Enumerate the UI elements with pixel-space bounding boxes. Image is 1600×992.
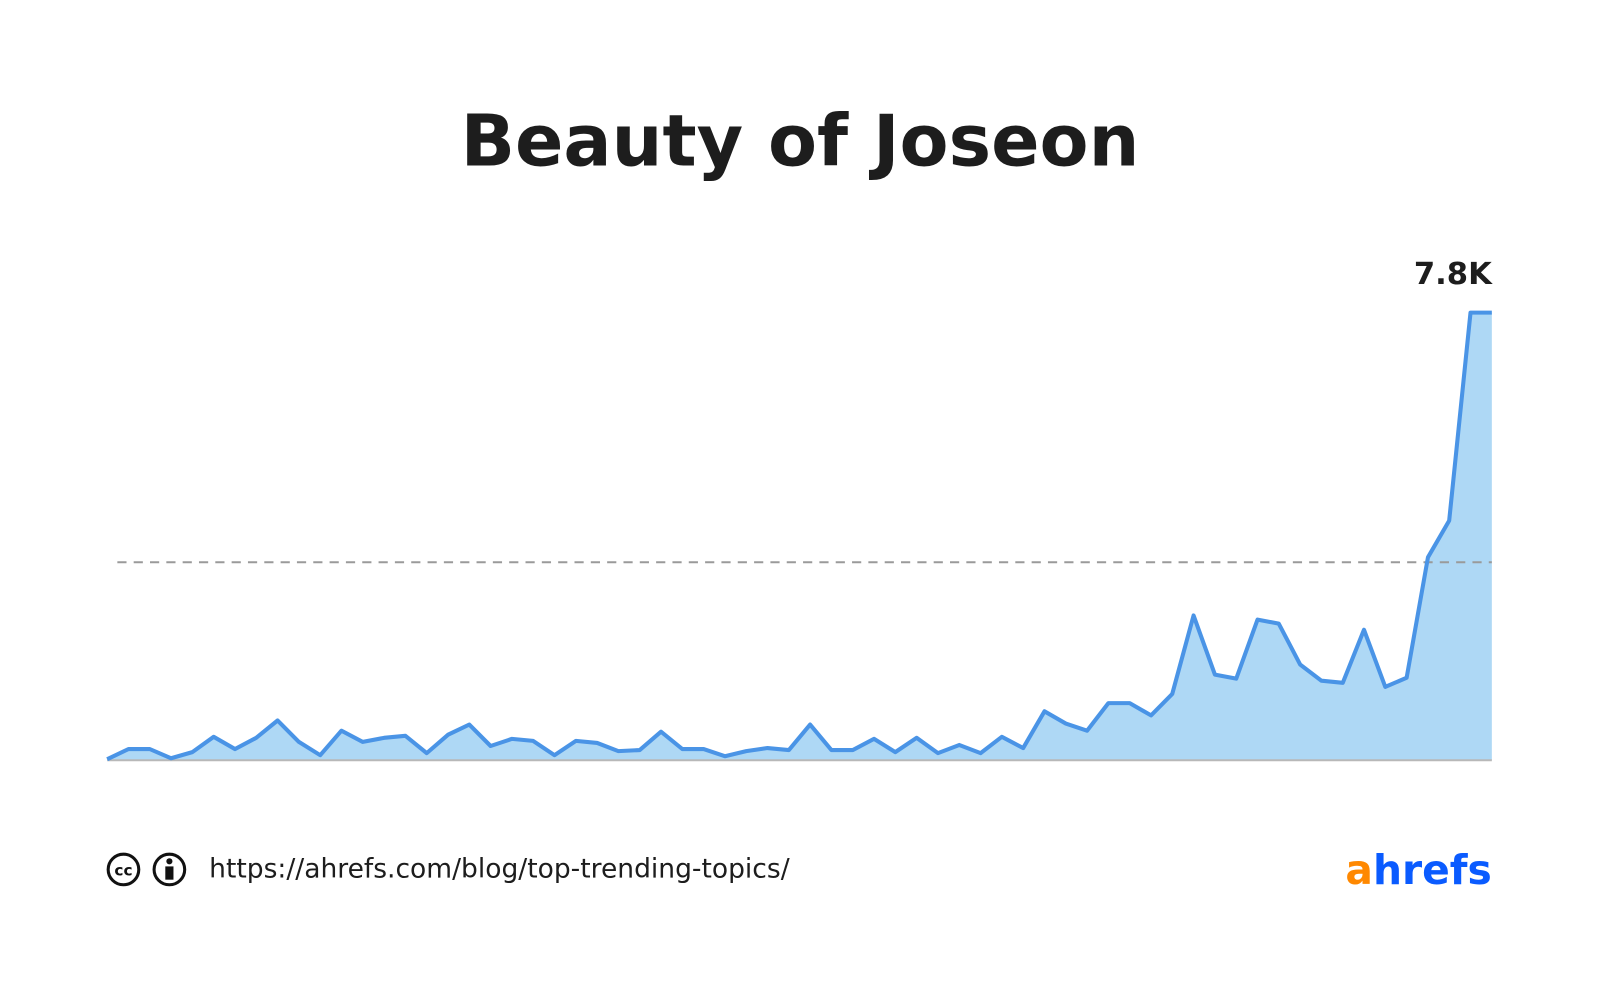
value-label: 7.8K: [1414, 257, 1493, 292]
source-url: https://ahrefs.com/blog/top-trending-top…: [209, 854, 790, 885]
trend-line: [106, 310, 1492, 762]
logo-rest: hrefs: [1373, 846, 1492, 894]
brand-logo: ahrefs: [1345, 846, 1491, 894]
svg-text:cc: cc: [114, 862, 132, 880]
area-fill: [107, 312, 1492, 761]
logo-accent: a: [1345, 846, 1373, 894]
chart-title: Beauty of Joseon: [461, 99, 1140, 182]
cc-icon: cc: [106, 852, 187, 887]
